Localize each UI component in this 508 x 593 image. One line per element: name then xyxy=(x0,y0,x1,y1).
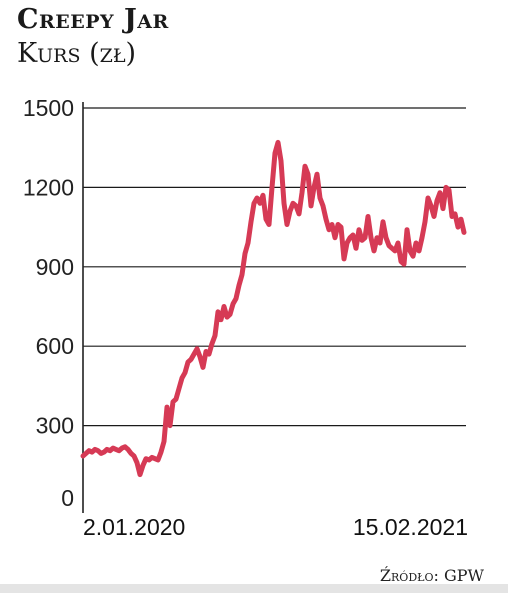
y-tick-label: 1200 xyxy=(23,174,74,200)
y-tick-label: 600 xyxy=(36,333,74,359)
grid-lines xyxy=(83,107,466,427)
y-axis-ticks: 0 300 600 900 1200 1500 xyxy=(23,95,74,511)
chart-subtitle: Kurs (zł) xyxy=(17,38,137,69)
x-tick-label-end: 15.02.2021 xyxy=(353,514,468,540)
y-tick-label: 300 xyxy=(36,413,74,439)
y-tick-label: 900 xyxy=(36,254,74,280)
y-tick-label: 1500 xyxy=(23,95,74,121)
price-line xyxy=(80,139,467,478)
x-tick-label-start: 2.01.2020 xyxy=(83,514,185,540)
chart-title: Creepy Jar xyxy=(17,4,169,35)
source-note: Źródło: GPW xyxy=(379,566,484,585)
bottom-strip xyxy=(0,584,508,593)
y-tick-label: 0 xyxy=(61,485,74,511)
